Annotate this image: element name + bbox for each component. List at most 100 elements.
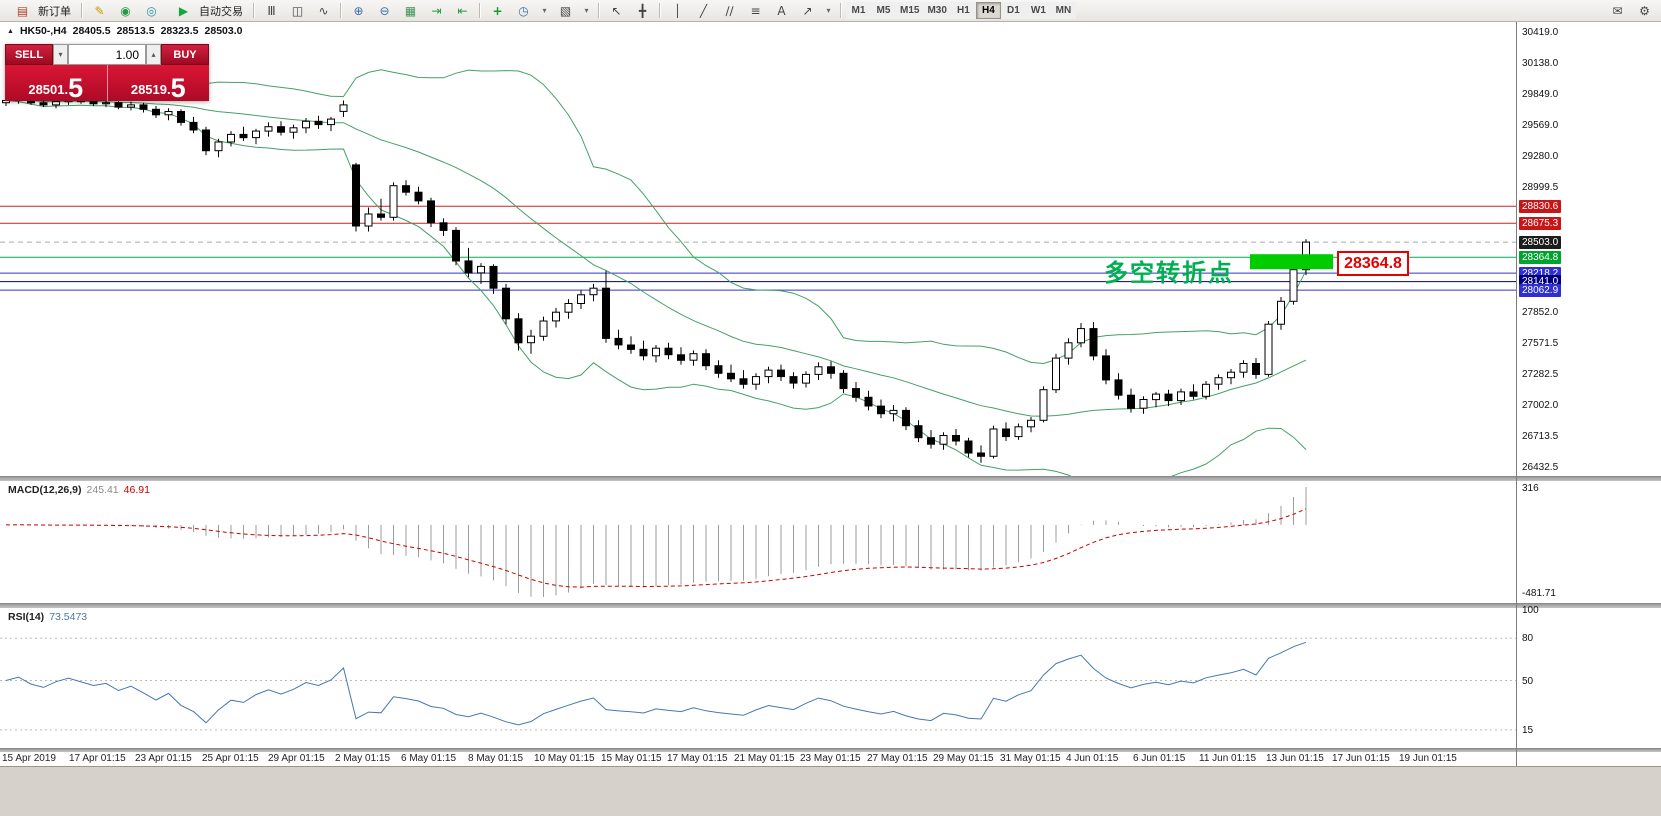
- templates-caret-icon[interactable]: ▾: [584, 6, 589, 15]
- rsi-axis-label: 100: [1522, 605, 1539, 616]
- timeframe-mn-button[interactable]: MN: [1050, 2, 1076, 19]
- panel-splitter[interactable]: [0, 748, 1661, 752]
- price-axis-label: 28999.5: [1522, 182, 1559, 193]
- panel-splitter[interactable]: [0, 603, 1661, 608]
- time-axis-label: 29 May 01:15: [933, 753, 994, 764]
- volume-decrease-button[interactable]: ▾: [53, 44, 68, 65]
- toolbar-separator: [659, 3, 661, 18]
- time-axis-label: 17 Apr 01:15: [69, 753, 126, 764]
- volume-input[interactable]: [68, 44, 146, 65]
- price-tag: 28830.6: [1519, 200, 1562, 213]
- metaeditor-icon[interactable]: ✎: [94, 3, 105, 18]
- turning-point-annotation[interactable]: 多空转折点: [1104, 259, 1234, 287]
- channel-icon[interactable]: ∕∕: [725, 3, 734, 18]
- new-order-icon: ▤: [16, 3, 29, 18]
- macd-name: MACD(12,26,9): [8, 484, 82, 496]
- toolbar-separator: [598, 3, 600, 18]
- main-chart-canvas[interactable]: [0, 22, 1516, 476]
- time-axis-label: 31 May 01:15: [1000, 753, 1061, 764]
- macd-indicator-label: MACD(12,26,9) 245.41 46.91: [8, 484, 150, 496]
- turning-point-price-box[interactable]: 28364.8: [1337, 251, 1409, 276]
- candlestick-chart-icon[interactable]: ◫: [291, 3, 304, 18]
- zoom-out-icon[interactable]: ⊖: [379, 3, 390, 18]
- timeframe-d1-button[interactable]: D1: [1000, 2, 1026, 19]
- price-axis-label: 29849.0: [1522, 89, 1559, 100]
- time-axis-label: 17 May 01:15: [667, 753, 728, 764]
- timeframe-m30-button[interactable]: M30: [923, 2, 951, 19]
- periods-caret-icon[interactable]: ▾: [542, 6, 547, 15]
- timeframe-m15-button[interactable]: M15: [896, 2, 924, 19]
- price-tag: 28062.9: [1519, 284, 1562, 297]
- community-icon[interactable]: ◎: [146, 3, 157, 18]
- toolbar-right-group: ✉ ⚙: [1605, 1, 1657, 21]
- buy-price-pip: 5: [170, 72, 186, 103]
- price-axis-label: 27571.5: [1522, 338, 1559, 349]
- macd-signal-value: 46.91: [123, 484, 150, 496]
- main-toolbar: ▤ 新订单 ✎ ◉ ◎ ▶ 自动交易 Ⅲ ◫ ∿ ⊕ ⊖ ▦ ⇥ ⇤ + ◷ ▾…: [0, 0, 1661, 22]
- cursor-icon[interactable]: ↖: [611, 3, 622, 18]
- rsi-axis-label: 50: [1522, 676, 1534, 687]
- rsi-indicator-label: RSI(14) 73.5473: [8, 611, 87, 623]
- zoom-in-icon[interactable]: ⊕: [353, 3, 364, 18]
- text-icon[interactable]: A: [777, 3, 786, 18]
- buy-price-display[interactable]: 28519. 5: [107, 65, 209, 103]
- indicators-icon[interactable]: +: [492, 3, 503, 18]
- autotrading-button[interactable]: ▶ 自动交易: [165, 2, 249, 20]
- periods-icon[interactable]: ◷: [518, 3, 529, 18]
- timeframe-w1-button[interactable]: W1: [1025, 2, 1051, 19]
- sell-button[interactable]: SELL: [5, 44, 53, 65]
- toolbar-separator: [479, 3, 481, 18]
- price-axis-label: 27852.0: [1522, 307, 1559, 318]
- autotrading-icon: ▶: [178, 3, 189, 18]
- arrow-tools-icon[interactable]: ↗: [802, 3, 813, 18]
- buy-button[interactable]: BUY: [161, 44, 209, 65]
- rsi-axis-label: 15: [1522, 725, 1534, 736]
- chat-icon[interactable]: ✉: [1612, 3, 1623, 18]
- chart-symbol-period: HK50-,H4: [19, 25, 67, 37]
- crosshair-icon[interactable]: ╋: [638, 3, 647, 18]
- price-scale[interactable]: 30419.0 30138.0 29849.0 29569.0 29280.0 28999…: [1519, 22, 1659, 766]
- panel-splitter[interactable]: [0, 476, 1661, 481]
- price-tag: 28675.3: [1519, 217, 1562, 230]
- shapes-caret-icon[interactable]: ▾: [826, 6, 831, 15]
- templates-icon[interactable]: ▧: [559, 3, 572, 18]
- trendline-icon[interactable]: ╱: [699, 3, 708, 18]
- time-scale[interactable]: 15 Apr 2019 17 Apr 01:15 23 Apr 01:15 25 Ap…: [0, 752, 1516, 767]
- time-axis-label: 4 Jun 01:15: [1066, 753, 1119, 764]
- time-axis-label: 2 May 01:15: [335, 753, 391, 764]
- timeframe-m5-button[interactable]: M5: [871, 2, 896, 19]
- bar-chart-icon[interactable]: Ⅲ: [267, 3, 276, 18]
- rsi-panel-canvas[interactable]: [0, 608, 1516, 748]
- chart-shift-icon[interactable]: ⇤: [457, 3, 468, 18]
- price-scale-separator: [1516, 22, 1517, 766]
- chart-title-marker-icon: ▲: [7, 27, 14, 35]
- auto-scroll-icon[interactable]: ⇥: [431, 3, 442, 18]
- line-chart-icon[interactable]: ∿: [318, 3, 329, 18]
- chart-ohlc-title: ▲ HK50-,H4 28405.5 28513.5 28323.5 28503…: [7, 25, 245, 37]
- macd-axis-min-label: -481.71: [1522, 588, 1556, 599]
- time-axis-label: 11 Jun 01:15: [1199, 753, 1257, 764]
- toolbar-separator: [840, 3, 842, 18]
- window-bottom-area: [0, 766, 1661, 816]
- timeframe-h1-button[interactable]: H1: [950, 2, 976, 19]
- new-order-button[interactable]: ▤ 新订单: [4, 2, 77, 20]
- tile-windows-icon[interactable]: ▦: [404, 3, 417, 18]
- toolbar-separator: [81, 3, 83, 18]
- timeframe-h4-button[interactable]: H4: [975, 2, 1001, 19]
- market-icon[interactable]: ◉: [120, 3, 131, 18]
- macd-main-value: 245.41: [86, 484, 119, 496]
- sell-price-display[interactable]: 28501. 5: [5, 65, 108, 101]
- volume-increase-button[interactable]: ▴: [146, 44, 161, 65]
- vertical-line-icon[interactable]: │: [673, 3, 682, 18]
- fibonacci-icon[interactable]: ≡: [750, 3, 761, 18]
- price-axis-label: 29280.0: [1522, 151, 1559, 162]
- time-axis-label: 19 Jun 01:15: [1399, 753, 1457, 764]
- timeframe-toolbar: M1 M5 M15 M30 H1 H4 D1 W1 MN: [846, 2, 1076, 19]
- macd-panel-canvas[interactable]: [0, 481, 1516, 603]
- price-tag: 28364.8: [1519, 251, 1562, 264]
- rsi-value: 73.5473: [49, 611, 88, 623]
- timeframe-m1-button[interactable]: M1: [846, 2, 871, 19]
- time-axis-label: 15 May 01:15: [601, 753, 662, 764]
- settings-icon[interactable]: ⚙: [1639, 3, 1650, 18]
